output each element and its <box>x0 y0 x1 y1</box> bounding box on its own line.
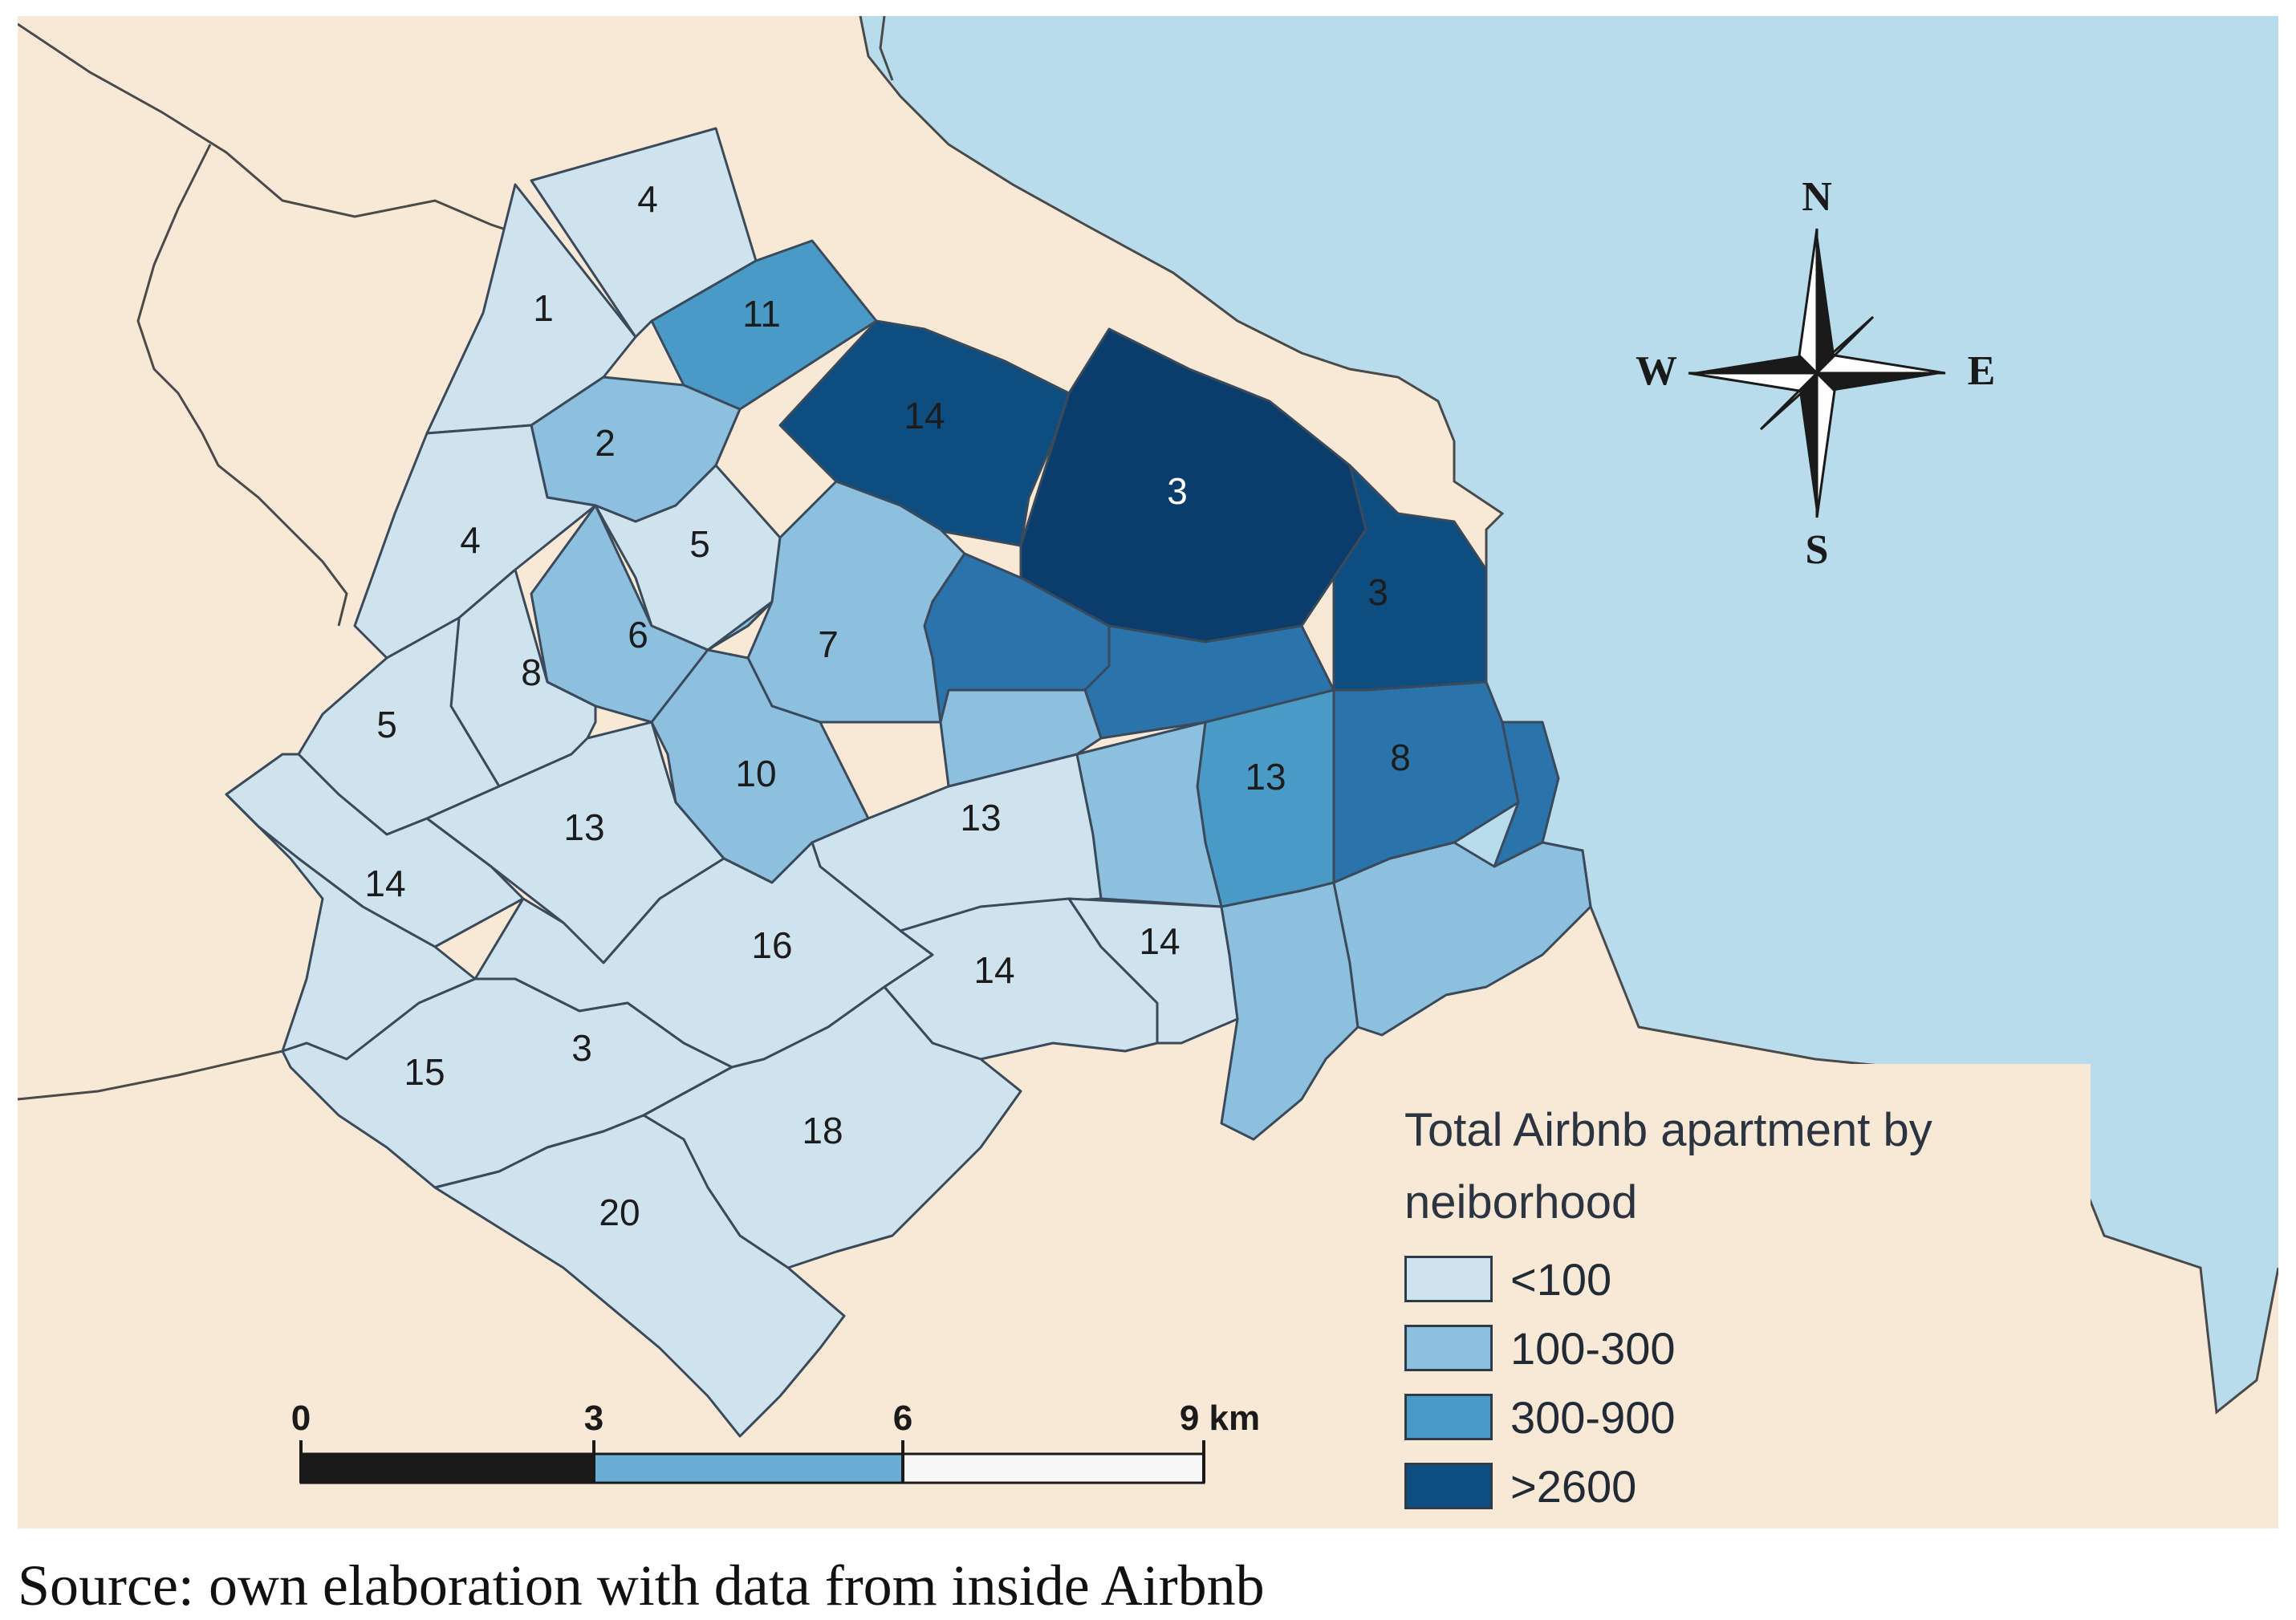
compass-label-west: W <box>1636 348 1677 394</box>
compass-west-point <box>1688 355 1817 373</box>
legend-label: 100-300 <box>1510 1322 1676 1374</box>
scale-label-6: 6 <box>893 1399 912 1438</box>
neighborhood-region <box>1083 624 1335 740</box>
legend-swatch <box>1404 1394 1493 1440</box>
neighborhood-label: 1 <box>533 287 554 329</box>
compass-east-point <box>1817 373 1945 391</box>
compass-label-south: S <box>1806 527 1829 573</box>
neighborhood-label: 11 <box>742 293 781 335</box>
neighborhood-region <box>1196 688 1335 908</box>
scale-segment-6-9 <box>901 1452 1205 1484</box>
legend-title: Total Airbnb apartment by neiborhood <box>1404 1104 1932 1228</box>
neighborhood-label: 3 <box>571 1027 592 1069</box>
neighborhood-label: 18 <box>802 1110 843 1151</box>
neighborhood-label: 8 <box>1390 737 1411 778</box>
municipal-boundary <box>879 16 894 81</box>
neighborhood-label: 14 <box>973 949 1014 991</box>
compass-label-east: E <box>1968 348 1996 394</box>
neighborhood-label: 14 <box>904 395 945 436</box>
neighborhood-label: 20 <box>599 1192 640 1233</box>
source-caption: Source: own elaboration with data from i… <box>18 1553 1265 1618</box>
scale-label-9: 9 km <box>1180 1399 1260 1438</box>
municipal-boundary <box>136 144 348 627</box>
compass-south-point <box>1799 373 1817 518</box>
legend-item: >2600 <box>1404 1460 1636 1512</box>
legend-label: <100 <box>1510 1253 1612 1305</box>
neighborhood-region <box>1332 841 1592 1037</box>
neighborhood-region <box>1075 721 1223 908</box>
legend-item: <100 <box>1404 1253 1611 1305</box>
neighborhood-label: 5 <box>376 704 397 745</box>
scale-label-0: 0 <box>291 1399 311 1438</box>
scale-segment-0-3 <box>299 1452 595 1484</box>
neighborhood-region <box>939 688 1103 788</box>
neighborhood-label: 8 <box>521 652 542 693</box>
neighborhood-label: 13 <box>563 806 604 848</box>
compass-west-point <box>1688 372 1820 392</box>
legend-label: >2600 <box>1510 1460 1637 1512</box>
neighborhood-label: 7 <box>818 623 839 665</box>
compass-label-north: N <box>1802 174 1832 220</box>
map-frame: 4 1 11 14 2 4 5 3 3 6 7 8 5 10 13 13 8 1… <box>18 16 2278 1529</box>
neighborhood-label: 5 <box>689 523 710 565</box>
river-plate-water <box>860 16 2278 1412</box>
choropleth-map: 4 1 11 14 2 4 5 3 3 6 7 8 5 10 13 13 8 1… <box>18 16 2278 1529</box>
legend-item: 300-900 <box>1404 1391 1676 1443</box>
legend-swatch <box>1404 1256 1493 1302</box>
neighborhood-label: 10 <box>735 753 776 794</box>
neighborhood-label: 14 <box>1139 920 1180 962</box>
neighborhood-label: 2 <box>595 422 616 464</box>
neighborhood-label: 3 <box>1167 470 1188 512</box>
neighborhood-label: 6 <box>628 614 648 656</box>
neighborhood-label: 16 <box>751 924 792 966</box>
neighborhood-label: 13 <box>960 797 1001 838</box>
neighborhood-label: 3 <box>1367 571 1388 613</box>
legend-swatch <box>1404 1463 1493 1509</box>
neighborhood-label: 13 <box>1245 756 1286 798</box>
scale-segment-3-6 <box>592 1452 904 1484</box>
neighborhood-label: 4 <box>637 178 658 220</box>
neighborhood-label: 14 <box>364 863 405 904</box>
compass-east-point <box>1814 354 1946 375</box>
legend-label: 300-900 <box>1510 1391 1676 1443</box>
municipal-boundary <box>18 22 516 234</box>
neighborhood-label: 15 <box>404 1051 445 1093</box>
neighborhood-region <box>1220 881 1359 1141</box>
scale-bar: 0 3 6 9 km <box>291 1399 1260 1484</box>
legend-item: 100-300 <box>1404 1322 1676 1374</box>
neighborhood-label: 4 <box>460 519 481 561</box>
scale-label-3: 3 <box>584 1399 603 1438</box>
legend-swatch <box>1404 1325 1493 1371</box>
compass-rose: N S E W <box>1636 174 1995 573</box>
neighborhood-region <box>433 1114 846 1438</box>
map-legend: Total Airbnb apartment by neiborhood <10… <box>1348 1064 2091 1529</box>
compass-north-point <box>1817 229 1835 373</box>
